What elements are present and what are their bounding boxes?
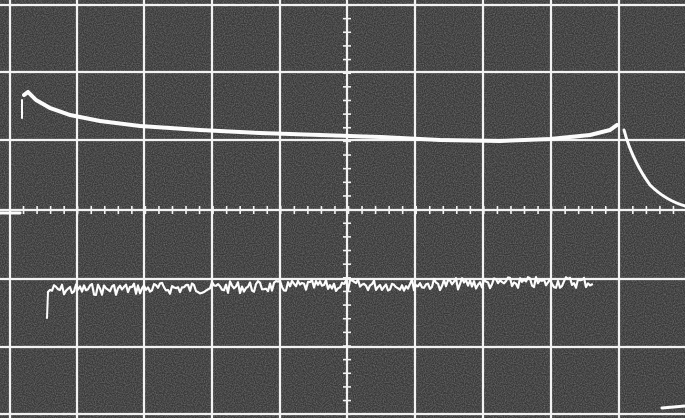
right-marker — [662, 406, 685, 408]
oscilloscope-screen — [0, 0, 685, 418]
page: (() => { const svg = document.getElement… — [0, 0, 685, 418]
lower-trace-edge — [47, 292, 48, 318]
